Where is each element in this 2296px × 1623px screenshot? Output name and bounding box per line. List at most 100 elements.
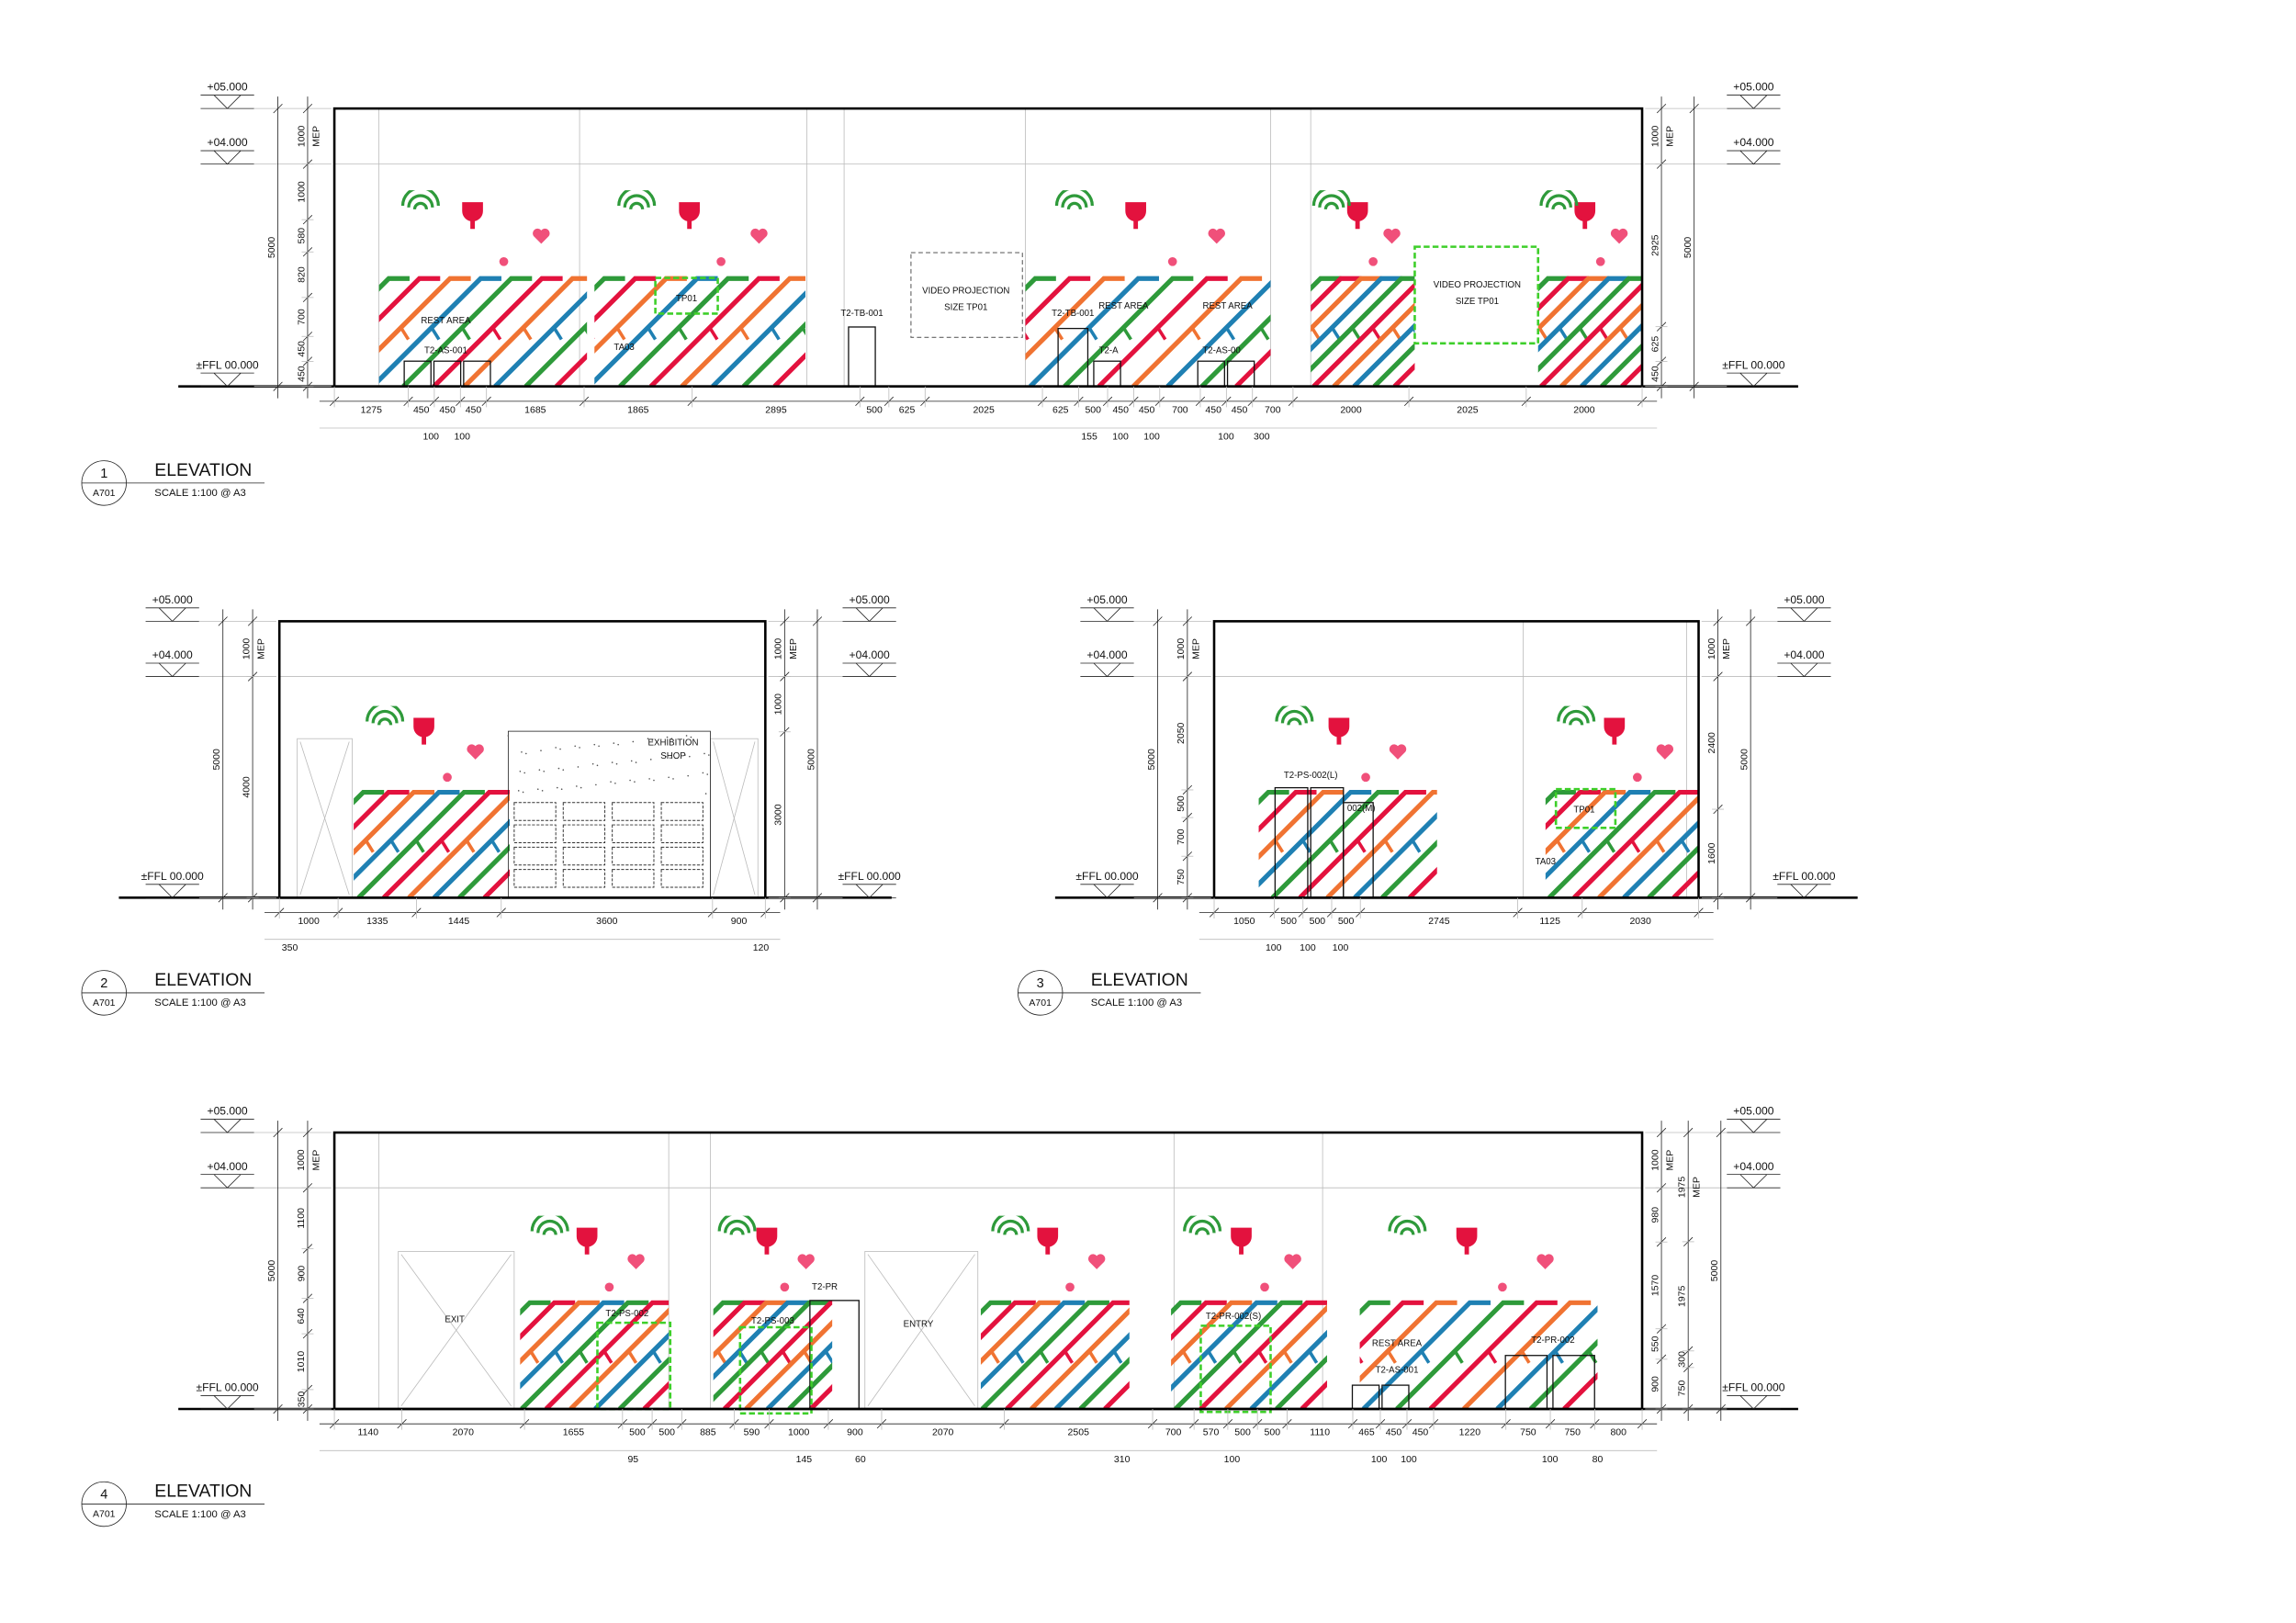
mural-wifi [1551, 201, 1567, 210]
mural-twig [738, 326, 750, 341]
shop-speckle [591, 762, 594, 765]
mural-twig [1181, 1349, 1192, 1364]
mural-stripe [1258, 789, 1345, 861]
mural-stripe [713, 1300, 830, 1403]
dimension-text: 450 [466, 404, 482, 415]
line [1716, 1127, 1726, 1138]
dimension-text: 100 [1542, 1454, 1559, 1465]
line [302, 1127, 313, 1138]
mural-stripe [980, 1300, 1061, 1365]
door-swing [324, 741, 350, 896]
mural-twig [1467, 840, 1474, 852]
dimension-text: 1685 [524, 404, 546, 415]
mural-twig [1499, 328, 1506, 340]
dimension-text: 820 [296, 266, 307, 283]
drawing-label: T2-AS-001 [1376, 1365, 1419, 1375]
mural-twig [517, 840, 524, 852]
dimension-text: 750 [1176, 869, 1187, 885]
shop-speckle [538, 769, 541, 772]
mural-stripe [1025, 276, 1091, 326]
mural-twig [1532, 840, 1539, 852]
mural-wifi [1054, 190, 1094, 207]
mural-stripe [1361, 1300, 1491, 1409]
mural-wifi [996, 1219, 1024, 1234]
dimension-text: 100 [454, 432, 470, 443]
level-label: +05.000 [207, 1105, 247, 1118]
dimension-text: 2745 [1428, 916, 1450, 927]
mural-stripe [1005, 1300, 1130, 1409]
dimension-text: 1000 [1649, 126, 1660, 148]
shop-shelf [562, 869, 606, 888]
level-marker [855, 662, 884, 678]
dimension-text: 1000 [241, 638, 252, 660]
drawing-label: T2-AS-00 [1202, 345, 1241, 355]
dimension-text: 120 [753, 942, 770, 953]
mural-twig [578, 1349, 589, 1364]
mural-wifi [729, 1227, 745, 1235]
mural-stripe [1275, 1355, 1327, 1409]
mural-heart [1087, 1254, 1106, 1269]
level-marker [213, 1174, 242, 1189]
mural-twig [1655, 839, 1666, 853]
level-marker [1739, 150, 1768, 165]
mural [1532, 705, 1699, 898]
line [1689, 103, 1699, 114]
dimension-text: 625 [1052, 404, 1069, 415]
mural-cup [462, 202, 483, 230]
mural-stripe [1359, 1300, 1458, 1383]
mural-dot [1498, 1282, 1507, 1292]
mural [1158, 1215, 1327, 1409]
mural-wifi [717, 1215, 757, 1232]
mural-twig [414, 839, 425, 853]
dimension-text: 750 [1676, 1380, 1687, 1396]
drawing-label: REST AREA [421, 316, 471, 326]
mural-stripe [1462, 1300, 1592, 1409]
line [812, 893, 823, 903]
mural-twig [833, 328, 840, 340]
drawing-label: TP01 [676, 294, 697, 304]
dimension-text: 1000 [296, 1149, 307, 1171]
mural-twig [1039, 1349, 1050, 1364]
mural-twig [1553, 1349, 1564, 1364]
dimension-text: 550 [1649, 1336, 1660, 1352]
mural-twig [602, 1349, 613, 1364]
level-marker [1739, 1395, 1768, 1410]
mural-dot [1368, 256, 1378, 266]
mural-stripe [1199, 314, 1271, 387]
level-label: +05.000 [1733, 81, 1773, 94]
mural-wifi [400, 190, 440, 207]
elevation-title: ELEVATION [154, 460, 252, 480]
mural-cup [413, 717, 434, 745]
mural-cup [1604, 717, 1626, 745]
mural-wifi [366, 705, 405, 722]
level-marker [213, 1119, 242, 1133]
shop-speckle [579, 747, 580, 749]
mural-stripe [1258, 789, 1317, 833]
projection-box [910, 252, 1023, 338]
elevation-title: ELEVATION [154, 1482, 252, 1502]
drawing-label: T2-PS-002(L) [1284, 771, 1338, 781]
shop-speckle [635, 761, 637, 763]
mural-dot [716, 256, 726, 266]
dimension-text: 1000 [773, 638, 784, 660]
mural-wifi [1557, 705, 1596, 722]
dimension-text: 700 [1265, 404, 1281, 415]
line [302, 103, 313, 114]
level-label: +05.000 [1086, 593, 1127, 606]
dimension-text: 4000 [241, 776, 252, 798]
sheet-ref: A701 [1029, 997, 1052, 1009]
mural-stripe [378, 276, 501, 384]
mural-cup [679, 202, 700, 230]
mural-stripe [1174, 1300, 1303, 1409]
mural-stripe [1078, 1356, 1130, 1409]
mural-stripe [713, 1300, 766, 1337]
mural-wifi [1393, 1219, 1421, 1234]
mural [378, 190, 588, 387]
drawing-label: TA03 [613, 343, 634, 353]
mural-twig [1158, 1351, 1165, 1363]
dimension-text: 1975 [1676, 1286, 1687, 1308]
dimension-total: 5000 [266, 1260, 277, 1282]
mural-wifi [1539, 190, 1579, 207]
mural-stripe [593, 1332, 670, 1409]
dimension-text: 155 [1081, 432, 1097, 443]
